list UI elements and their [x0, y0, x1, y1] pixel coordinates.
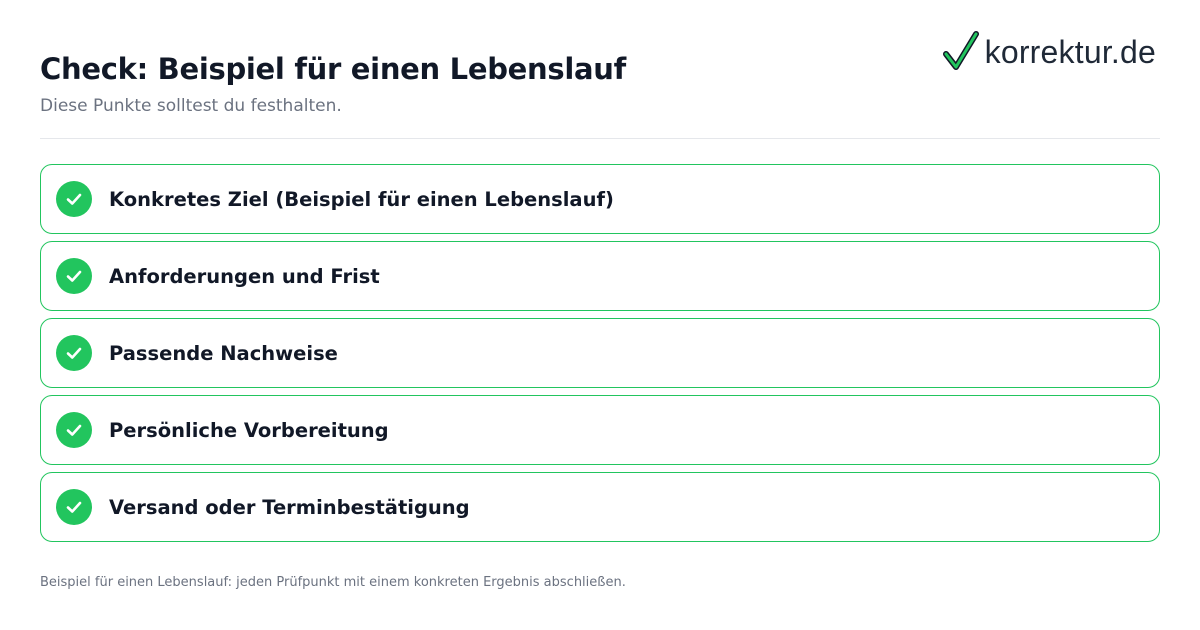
footer-note: Beispiel für einen Lebenslauf: jeden Prü… [40, 575, 626, 590]
check-circle-icon [56, 258, 92, 294]
checklist-item-label: Versand oder Terminbestätigung [109, 495, 470, 519]
checklist-item: Passende Nachweise [40, 318, 1160, 388]
check-circle-icon [56, 181, 92, 217]
checklist-item-label: Passende Nachweise [109, 341, 338, 365]
checklist: Konkretes Ziel (Beispiel für einen Leben… [40, 164, 1160, 549]
brand-logo[interactable]: korrektur.de [942, 30, 1156, 74]
checklist-item: Persönliche Vorbereitung [40, 395, 1160, 465]
checklist-item: Konkretes Ziel (Beispiel für einen Leben… [40, 164, 1160, 234]
checklist-item-label: Persönliche Vorbereitung [109, 418, 389, 442]
check-circle-icon [56, 335, 92, 371]
header: Check: Beispiel für einen Lebenslauf Die… [40, 50, 1160, 140]
checkmark-icon [942, 30, 979, 74]
page-title: Check: Beispiel für einen Lebenslauf [40, 52, 626, 86]
checklist-item-label: Anforderungen und Frist [109, 264, 380, 288]
check-circle-icon [56, 489, 92, 525]
page-subtitle: Diese Punkte solltest du festhalten. [40, 96, 342, 116]
logo-text: korrektur.de [984, 33, 1156, 70]
checklist-item: Anforderungen und Frist [40, 241, 1160, 311]
checklist-item: Versand oder Terminbestätigung [40, 472, 1160, 542]
header-divider [40, 138, 1160, 139]
check-circle-icon [56, 412, 92, 448]
checklist-item-label: Konkretes Ziel (Beispiel für einen Leben… [109, 187, 614, 211]
